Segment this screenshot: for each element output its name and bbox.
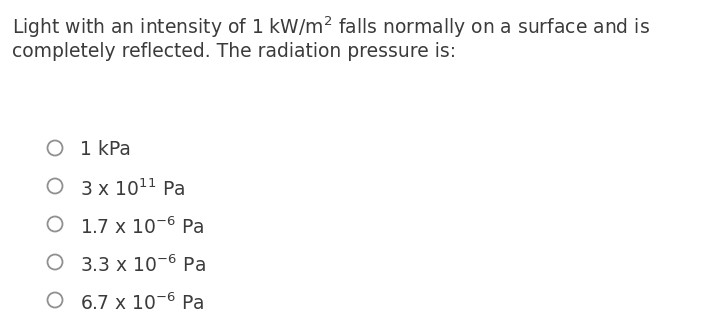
Text: completely reflected. The radiation pressure is:: completely reflected. The radiation pres…: [12, 42, 456, 61]
Text: Light with an intensity of 1 kW/m$^2$ falls normally on a surface and is: Light with an intensity of 1 kW/m$^2$ fa…: [12, 14, 650, 40]
Text: 3 x 10$^{11}$ Pa: 3 x 10$^{11}$ Pa: [80, 178, 185, 200]
Text: 1 kPa: 1 kPa: [80, 140, 131, 159]
Text: 3.3 x 10$^{-6}$ Pa: 3.3 x 10$^{-6}$ Pa: [80, 254, 205, 275]
Text: 6.7 x 10$^{-6}$ Pa: 6.7 x 10$^{-6}$ Pa: [80, 292, 204, 314]
Text: 1.7 x 10$^{-6}$ Pa: 1.7 x 10$^{-6}$ Pa: [80, 216, 204, 237]
